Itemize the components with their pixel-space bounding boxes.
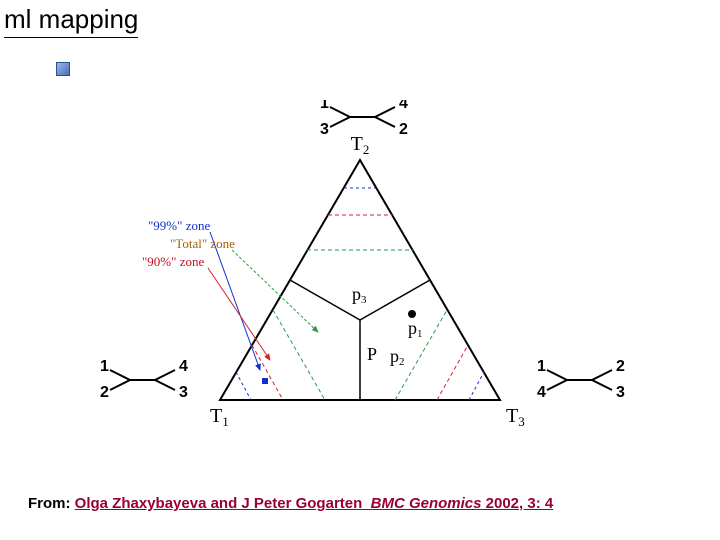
- svg-text:1: 1: [537, 358, 546, 375]
- tree-t2: 1 3 4 2: [320, 100, 408, 138]
- label-t1: T1: [210, 405, 229, 429]
- tree-t1: 1 2 4 3: [100, 358, 188, 401]
- tree-t3: 1 4 2 3: [537, 358, 625, 401]
- svg-text:3: 3: [616, 384, 625, 401]
- svg-text:4: 4: [179, 358, 188, 375]
- zone-90-label: "90%" zone: [142, 254, 204, 269]
- spoke-p3: [290, 280, 360, 320]
- svg-text:1: 1: [100, 358, 109, 375]
- point-p: [408, 310, 416, 318]
- svg-text:2: 2: [616, 358, 625, 375]
- citation-yearvol: 2002, 3: 4: [481, 495, 553, 512]
- citation-link[interactable]: Olga Zhaxybayeva and J Peter Gogarten BM…: [75, 495, 554, 512]
- label-p3: p3: [352, 284, 367, 306]
- blue-marker: [262, 378, 268, 384]
- svg-text:2: 2: [100, 384, 109, 401]
- svg-text:2: 2: [399, 121, 408, 138]
- svg-text:4: 4: [399, 100, 408, 112]
- ml-mapping-diagram: T2 T1 T3 P p1 p2 p3 "99%" zone "Total" z…: [60, 100, 660, 470]
- citation: From: Olga Zhaxybayeva and J Peter Gogar…: [28, 495, 553, 512]
- label-p1: p1: [408, 318, 423, 340]
- svg-text:4: 4: [537, 384, 546, 401]
- label-big-p: P: [367, 344, 377, 364]
- svg-text:1: 1: [320, 100, 329, 112]
- zone-99-label: "99%" zone: [148, 218, 210, 233]
- citation-prefix: From:: [28, 495, 75, 512]
- label-p2: p2: [390, 346, 405, 368]
- zone-total-arrow: [232, 250, 318, 332]
- page-title: ml mapping: [4, 4, 138, 38]
- spoke-p1: [360, 280, 430, 320]
- citation-journal: BMC Genomics: [371, 495, 482, 512]
- citation-authors: Olga Zhaxybayeva and J Peter Gogarten: [75, 495, 363, 512]
- zone-90-arrow: [208, 268, 270, 360]
- label-t3: T3: [506, 405, 525, 429]
- label-t2: T2: [351, 133, 370, 157]
- bullet-icon: [56, 62, 70, 76]
- zone-total-label: "Total" zone: [170, 236, 235, 251]
- svg-text:3: 3: [320, 121, 329, 138]
- svg-text:3: 3: [179, 384, 188, 401]
- zone-99-arrow: [210, 232, 260, 370]
